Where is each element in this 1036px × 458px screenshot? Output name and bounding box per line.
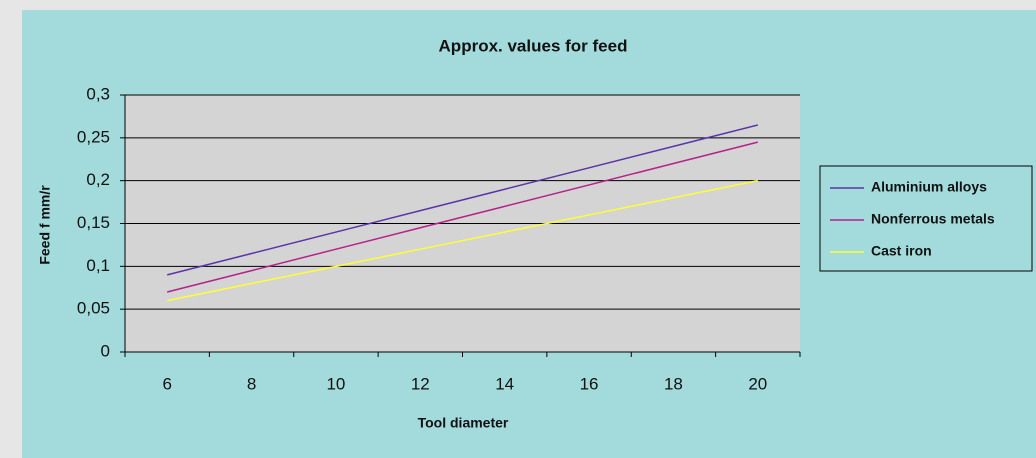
y-tick-label: 0 <box>101 341 110 360</box>
legend-label: Cast iron <box>871 243 932 259</box>
y-tick-label: 0,25 <box>77 127 110 146</box>
y-tick-label: 0,15 <box>77 213 110 232</box>
y-tick-label: 0,3 <box>86 84 110 103</box>
x-tick-label: 8 <box>247 374 256 393</box>
x-tick-label: 16 <box>580 374 599 393</box>
y-axis-label: Feed f mm/r <box>37 185 53 265</box>
legend-label: Nonferrous metals <box>871 211 995 227</box>
x-tick-label: 10 <box>326 374 345 393</box>
y-tick-label: 0,1 <box>86 256 110 275</box>
x-tick-label: 14 <box>495 374 514 393</box>
series-line <box>167 141 758 293</box>
x-tick-label: 6 <box>162 374 171 393</box>
x-axis-label: Tool diameter <box>418 415 509 431</box>
x-tick-label: 20 <box>748 374 767 393</box>
series-line <box>167 179 758 302</box>
chart-title: Approx. values for feed <box>439 36 628 55</box>
y-tick-label: 0,2 <box>86 170 110 189</box>
legend-box <box>819 165 1033 272</box>
legend-label: Aluminium alloys <box>871 179 987 195</box>
y-tick-label: 0,05 <box>77 299 110 318</box>
x-tick-label: 12 <box>411 374 430 393</box>
x-tick-label: 18 <box>664 374 683 393</box>
series-line <box>167 124 758 276</box>
